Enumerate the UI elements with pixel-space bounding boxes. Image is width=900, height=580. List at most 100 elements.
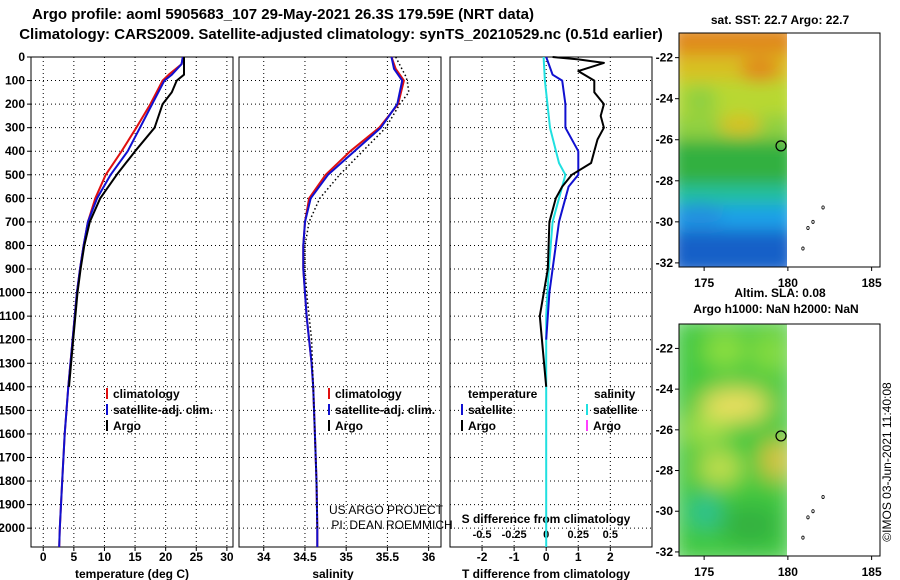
map-y-tick-label: -28: [656, 174, 674, 188]
island-outline: [801, 535, 805, 540]
series-satellite-adj: [302, 56, 404, 547]
x-axis-label: T difference from climatology: [462, 567, 630, 580]
series-argo: [68, 57, 185, 387]
legend-label: Argo: [593, 419, 621, 433]
argo-position-marker: [775, 140, 787, 152]
legend-title-salinity: salinity: [594, 387, 636, 401]
map-frame: [678, 323, 881, 557]
figure-title-line1: Argo profile: aoml 5905683_107 29-May-20…: [32, 6, 534, 23]
temperature-panel: 0100200300400500600700800900100011001200…: [0, 50, 234, 580]
y-tick-label: 1500: [0, 403, 25, 417]
map-y-tick-label: -22: [656, 341, 674, 355]
plot-frame: [238, 56, 442, 548]
series-climatology: [302, 56, 405, 547]
legend-label: satellite: [593, 403, 638, 417]
x-tick-label: 0: [40, 550, 47, 564]
map-x-tick-label: 180: [778, 565, 798, 579]
series-satellite-adj: [58, 56, 184, 548]
y-tick-label: 900: [5, 262, 25, 276]
y-tick-label: 1700: [0, 450, 25, 464]
map-y-tick-label: -32: [656, 256, 674, 270]
map-y-tick-label: -22: [656, 51, 674, 65]
legend-label: climatology: [113, 387, 180, 401]
x-tick-label-secondary: -0.25: [502, 529, 527, 541]
y-tick-label: 1400: [0, 380, 25, 394]
y-tick-label: 1900: [0, 498, 25, 512]
y-tick-label: 700: [5, 215, 25, 229]
map-y-tick-label: -32: [656, 545, 674, 559]
y-tick-label: 1800: [0, 474, 25, 488]
x-tick-label: -1: [509, 550, 520, 564]
x-axis-label: salinity: [312, 567, 354, 580]
imos-timestamp: ©IMOS 03-Jun-2021 11:40:08: [880, 382, 894, 542]
x-tick-label: 10: [98, 550, 112, 564]
x-tick-label: 15: [128, 550, 142, 564]
series-argo: [304, 56, 410, 529]
sla-map-field: [679, 324, 787, 556]
y-tick-label: 800: [5, 238, 25, 252]
x-tick-label: 20: [159, 550, 173, 564]
island-outline: [806, 515, 810, 520]
series-t-argo: [538, 56, 605, 387]
map-title: Altim. SLA: 0.08: [734, 286, 826, 300]
map-y-tick-label: -26: [656, 423, 674, 437]
map-x-tick-label: 175: [694, 565, 714, 579]
y-tick-label: 400: [5, 144, 25, 158]
figure-title-line2: Climatology: CARS2009. Satellite-adjuste…: [19, 26, 663, 43]
island-outline: [811, 509, 815, 514]
x-tick-label: 35: [340, 550, 354, 564]
sst-map-field: [679, 33, 787, 267]
map-y-tick-label: -30: [656, 504, 674, 518]
x-tick-label-secondary: 0.25: [568, 529, 589, 541]
y-tick-label: 1200: [0, 333, 25, 347]
y-tick-label: 200: [5, 97, 25, 111]
legend-label: Argo: [468, 419, 496, 433]
sla-map: -22 -24 -26 -28 -30 -32 175 180 185 Altim. SLA: 0…: [656, 286, 882, 579]
credit-line2: PI: DEAN ROEMMICH: [331, 518, 452, 532]
legend-label: satellite-adj. clim.: [113, 403, 213, 417]
x-tick-label: 1: [575, 550, 582, 564]
plot-frame: [449, 56, 653, 548]
y-tick-label: 1300: [0, 356, 25, 370]
y-tick-label: 600: [5, 191, 25, 205]
map-title: sat. SST: 22.7 Argo: 22.7: [711, 13, 850, 27]
series-climatology: [58, 56, 184, 548]
plot-frame: [30, 56, 234, 548]
map-y-tick-label: -24: [656, 92, 674, 106]
series-s-satellite: [542, 56, 567, 547]
x-tick-label: -2: [477, 550, 488, 564]
legend-title-temperature: temperature: [468, 387, 538, 401]
x-tick-label-secondary: -0.5: [473, 529, 492, 541]
map-x-tick-label: 180: [778, 276, 798, 290]
x-tick-label: 25: [190, 550, 204, 564]
series-t-satellite: [545, 56, 580, 340]
map-x-tick-label: 185: [862, 276, 882, 290]
map-y-tick-label: -28: [656, 464, 674, 478]
credit-line1: US ARGO PROJECT: [329, 503, 444, 517]
x-tick-label: 30: [220, 550, 234, 564]
x-tick-label: 34: [257, 550, 271, 564]
x-tick-label: 5: [71, 550, 78, 564]
salinity-panel: 34 34.5 35 35.5 36 salinity climatology satelli…: [238, 56, 442, 580]
y-tick-label: 100: [5, 74, 25, 88]
y-tick-label: 300: [5, 121, 25, 135]
map-subtitle: Argo h1000: NaN h2000: NaN: [693, 302, 858, 316]
map-y-tick-label: -30: [656, 215, 674, 229]
map-frame: [678, 32, 881, 268]
map-x-tick-label: 185: [862, 565, 882, 579]
island-outline: [821, 205, 825, 210]
map-y-tick-label: -26: [656, 133, 674, 147]
legend-label: Argo: [335, 419, 363, 433]
y-tick-label: 1000: [0, 286, 25, 300]
y-tick-label: 1100: [0, 309, 25, 323]
sst-map: -22 -24 -26 -28 -30 -32 175 180 185 sat. SST: 22.…: [656, 13, 882, 290]
island-outline: [801, 246, 805, 251]
x-axis-label: temperature (deg C): [75, 567, 189, 580]
island-outline: [806, 225, 810, 230]
y-tick-label: 2000: [0, 521, 25, 535]
y-tick-label: 1600: [0, 427, 25, 441]
x-tick-label: 34.5: [293, 550, 317, 564]
x-tick-label-secondary: 0.5: [603, 529, 618, 541]
